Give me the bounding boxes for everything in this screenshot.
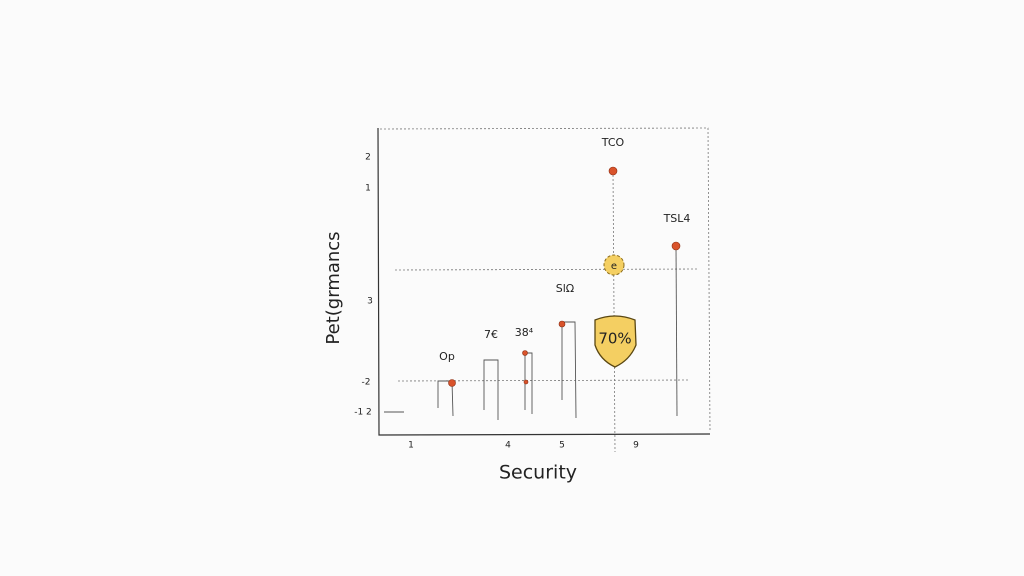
shield-label: 70%	[598, 330, 631, 348]
y-tick-label: 2	[365, 153, 371, 163]
marks	[437, 166, 681, 453]
point-label: TCO	[601, 136, 625, 149]
point-label: Op	[439, 350, 455, 363]
shield	[594, 315, 637, 368]
frame	[379, 127, 711, 433]
point	[671, 241, 681, 251]
stem	[612, 170, 616, 453]
y-axis-label: Pet(grmancs	[323, 231, 344, 344]
x-tick-label: 5	[559, 441, 565, 451]
y-tick-label: -1 2	[354, 408, 372, 418]
point	[558, 320, 566, 328]
point-label: TSL4	[663, 212, 691, 225]
axis-lines	[377, 127, 711, 436]
point	[448, 379, 456, 387]
stem	[561, 321, 577, 419]
badge	[603, 254, 625, 276]
badge-label: e	[611, 261, 617, 272]
y-tick-label: 3	[367, 297, 373, 307]
stem	[483, 359, 499, 420]
point	[608, 166, 618, 176]
point-label: 38⁴	[515, 326, 534, 339]
point	[523, 379, 529, 385]
point	[522, 350, 528, 356]
y-tick-label: -2	[362, 378, 371, 388]
x-tick-label: 1	[408, 441, 414, 451]
stem	[437, 380, 454, 417]
stem	[675, 245, 678, 417]
x-tick-label: 9	[633, 441, 639, 451]
guide-line	[394, 268, 699, 271]
y-tick-label: 1	[365, 184, 371, 194]
point-label: SlΩ	[556, 282, 574, 295]
x-axis-label: Security	[499, 462, 577, 484]
point-label: 7€	[484, 328, 498, 341]
x-tick-label: 4	[505, 441, 511, 451]
